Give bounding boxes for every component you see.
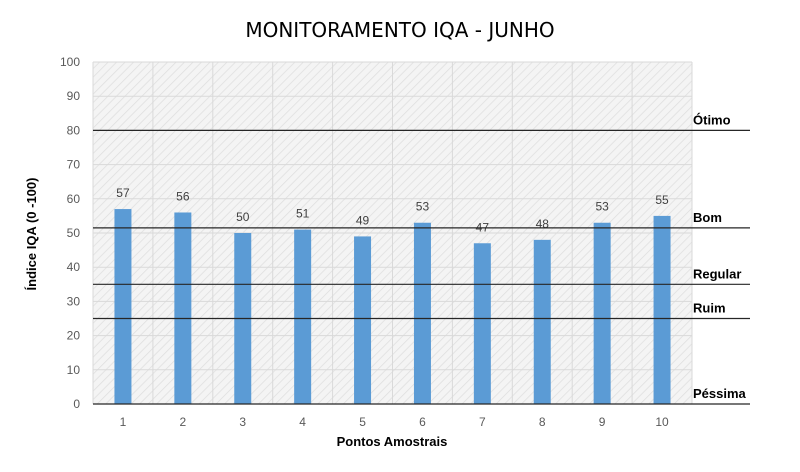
data-label-10: 55 bbox=[655, 193, 669, 207]
bar-7 bbox=[473, 243, 491, 404]
x-tick-label: 6 bbox=[419, 415, 426, 429]
bar-4 bbox=[294, 229, 312, 404]
threshold-label-regular: Regular bbox=[693, 266, 741, 281]
x-tick-label: 1 bbox=[120, 415, 127, 429]
chart-title: MONITORAMENTO IQA - JUNHO bbox=[245, 18, 554, 42]
x-tick-label: 5 bbox=[359, 415, 366, 429]
data-label-2: 56 bbox=[176, 189, 190, 203]
data-label-6: 53 bbox=[416, 200, 430, 214]
x-axis-title: Pontos Amostrais bbox=[337, 434, 448, 449]
data-label-3: 50 bbox=[236, 210, 250, 224]
bar-9 bbox=[593, 222, 611, 404]
data-label-5: 49 bbox=[356, 213, 370, 227]
x-tick-label: 4 bbox=[299, 415, 306, 429]
bar-1 bbox=[114, 209, 132, 404]
x-tick-label: 9 bbox=[599, 415, 606, 429]
y-tick-label: 70 bbox=[67, 158, 81, 172]
threshold-label-bom: Bom bbox=[693, 210, 722, 225]
data-label-8: 48 bbox=[536, 217, 550, 231]
data-label-7: 47 bbox=[476, 220, 490, 234]
bar-5 bbox=[354, 236, 372, 404]
y-tick-label: 80 bbox=[67, 123, 81, 137]
x-tick-label: 3 bbox=[239, 415, 246, 429]
y-tick-label: 40 bbox=[67, 260, 81, 274]
x-tick-label: 2 bbox=[180, 415, 187, 429]
y-axis-title: Índice IQA (0 -100) bbox=[24, 178, 39, 291]
data-label-9: 53 bbox=[595, 200, 609, 214]
data-label-4: 51 bbox=[296, 207, 310, 221]
data-label-1: 57 bbox=[116, 186, 130, 200]
bar-6 bbox=[413, 222, 431, 404]
x-tick-label: 10 bbox=[655, 415, 669, 429]
bar-2 bbox=[174, 212, 192, 404]
threshold-label-ótimo: Ótimo bbox=[693, 112, 731, 127]
x-tick-label: 8 bbox=[539, 415, 546, 429]
y-tick-label: 10 bbox=[67, 363, 81, 377]
bar-10 bbox=[653, 215, 671, 404]
threshold-label-ruim: Ruim bbox=[693, 301, 726, 316]
y-tick-label: 90 bbox=[67, 89, 81, 103]
threshold-label-péssima: Péssima bbox=[693, 386, 747, 401]
bar-8 bbox=[533, 239, 551, 404]
y-tick-label: 0 bbox=[73, 397, 80, 411]
y-tick-label: 30 bbox=[67, 294, 81, 308]
y-tick-label: 20 bbox=[67, 329, 81, 343]
y-tick-label: 50 bbox=[67, 226, 81, 240]
y-tick-label: 100 bbox=[60, 55, 80, 69]
y-tick-label: 60 bbox=[67, 192, 81, 206]
x-tick-label: 7 bbox=[479, 415, 486, 429]
